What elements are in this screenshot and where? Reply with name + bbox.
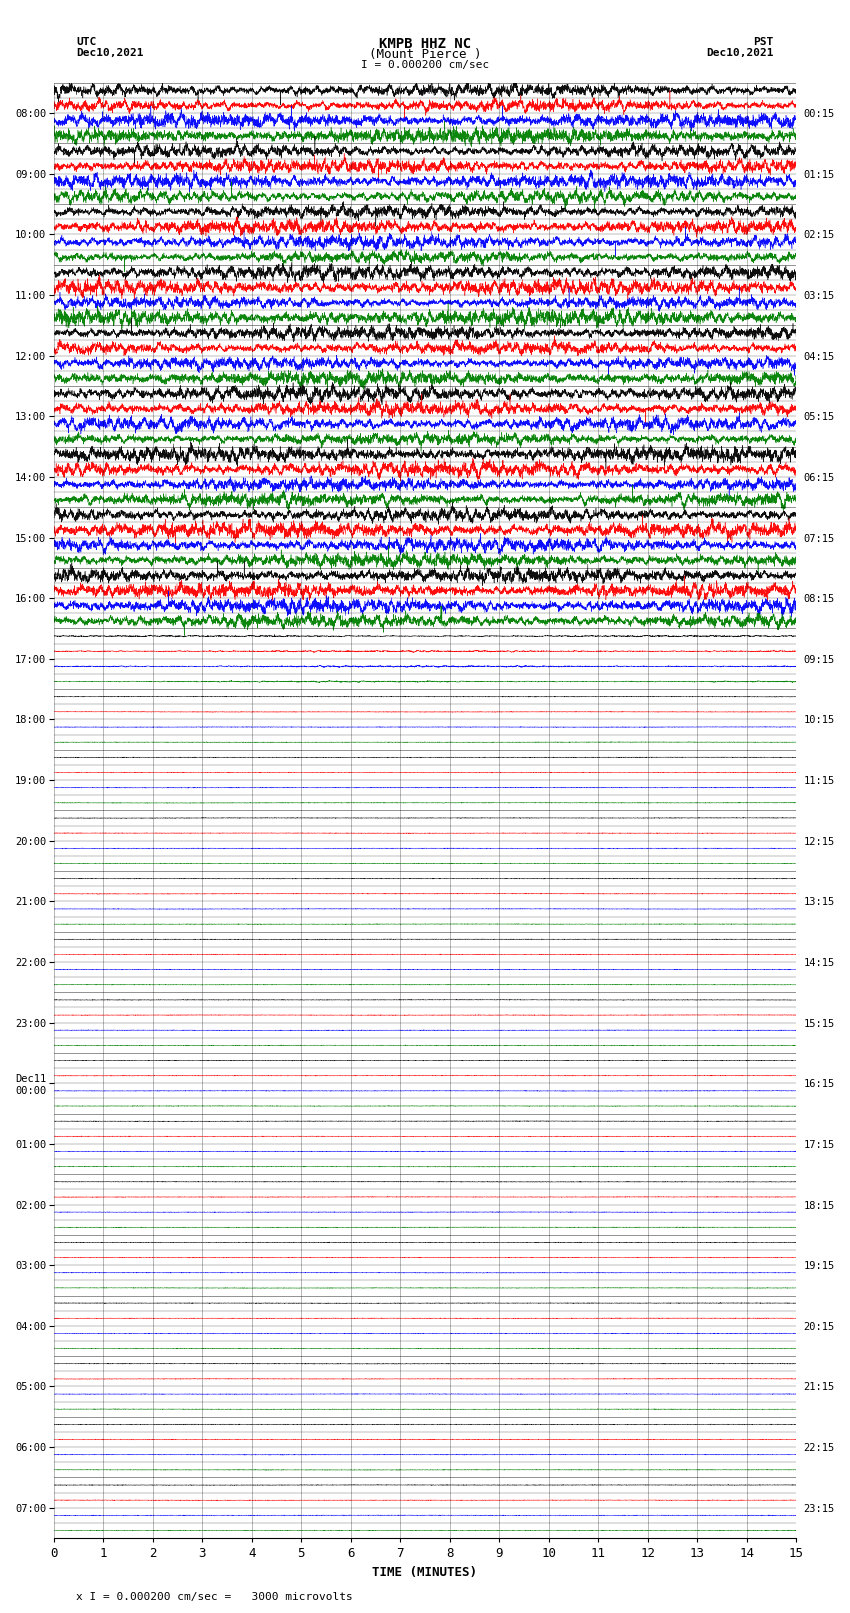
Text: I = 0.000200 cm/sec: I = 0.000200 cm/sec (361, 60, 489, 69)
Text: KMPB HHZ NC: KMPB HHZ NC (379, 37, 471, 52)
Text: (Mount Pierce ): (Mount Pierce ) (369, 48, 481, 61)
Text: PST: PST (753, 37, 774, 47)
Text: UTC: UTC (76, 37, 97, 47)
X-axis label: TIME (MINUTES): TIME (MINUTES) (372, 1566, 478, 1579)
Text: Dec10,2021: Dec10,2021 (76, 48, 144, 58)
Text: Dec10,2021: Dec10,2021 (706, 48, 774, 58)
Text: x I = 0.000200 cm/sec =   3000 microvolts: x I = 0.000200 cm/sec = 3000 microvolts (76, 1592, 354, 1602)
